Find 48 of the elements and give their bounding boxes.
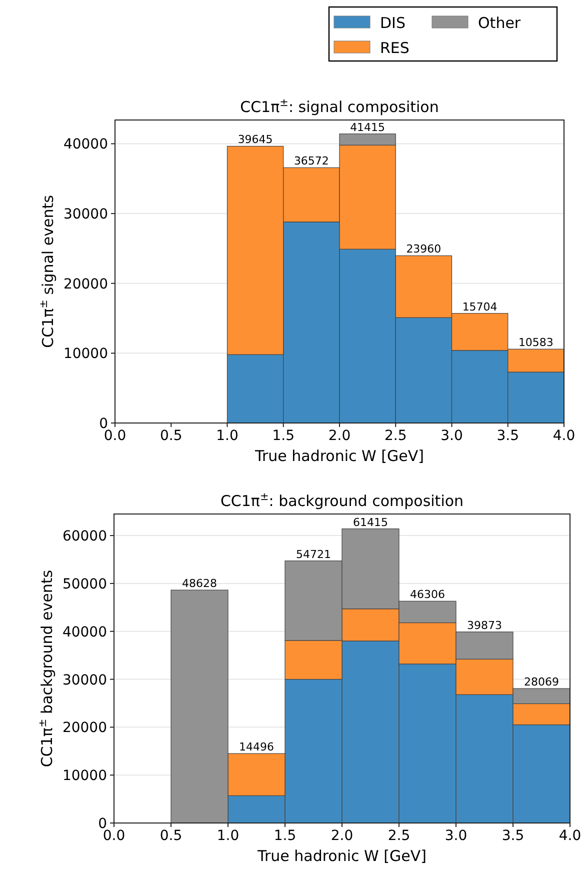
total-label: 14496 [239,740,274,754]
y-tick-label: 40000 [63,136,108,153]
y-tick-label: 30000 [62,672,107,688]
total-label: 54721 [296,548,331,561]
y-tick-label: 60000 [62,528,107,545]
y-tick-label: 10000 [63,346,108,362]
x-tick-label: 3.0 [444,828,468,844]
x-tick-label: 0.0 [104,428,126,444]
x-tick-label: 1.5 [274,828,296,844]
x-axis-title: True hadronic W [GeV] [254,447,424,465]
x-tick-label: 1.0 [216,828,240,844]
x-tick-label: 4.0 [558,828,582,844]
y-tick-label: 30000 [63,206,108,223]
total-label: 41415 [350,120,386,134]
total-label: 10583 [518,336,554,350]
y-tick-label: 20000 [62,720,107,736]
total-label: 28069 [524,676,559,689]
total-label: 23960 [406,242,442,256]
x-tick-label: 4.0 [552,428,576,444]
x-tick-label: 3.5 [502,828,524,844]
legend-label: RES [380,39,410,57]
total-label: 61415 [353,516,388,529]
x-tick-label: 0.5 [160,428,182,444]
total-label: 48628 [182,577,217,590]
y-tick-label: 50000 [62,576,107,592]
x-tick-label: 1.5 [272,428,295,444]
x-axis-title: True hadronic W [GeV] [256,847,426,865]
y-tick-label: 10000 [62,768,107,784]
x-tick-label: 2.5 [388,828,410,844]
x-tick-label: 2.5 [384,428,407,444]
x-tick-label: 1.0 [216,428,238,444]
x-tick-label: 3.5 [496,428,520,444]
legend-label: DIS [380,14,406,32]
x-tick-label: 3.0 [440,428,463,444]
x-tick-label: 2.0 [330,828,354,844]
chart-title: CC1π$^{±}$: signal composition [240,97,439,116]
x-tick-label: 2.0 [328,428,351,444]
y-tick-label: 20000 [63,276,108,292]
total-label: 36572 [294,154,329,168]
chart-title: CC1π$^{±}$: background composition [220,491,464,510]
x-tick-label: 0.5 [160,828,182,844]
total-label: 39645 [238,133,273,146]
total-label: 46306 [410,588,445,602]
total-label: 15704 [462,300,498,314]
total-label: 39873 [467,618,502,632]
x-tick-label: 0.0 [102,828,126,844]
y-tick-label: 40000 [62,624,107,640]
legend-label: Other [478,14,522,32]
